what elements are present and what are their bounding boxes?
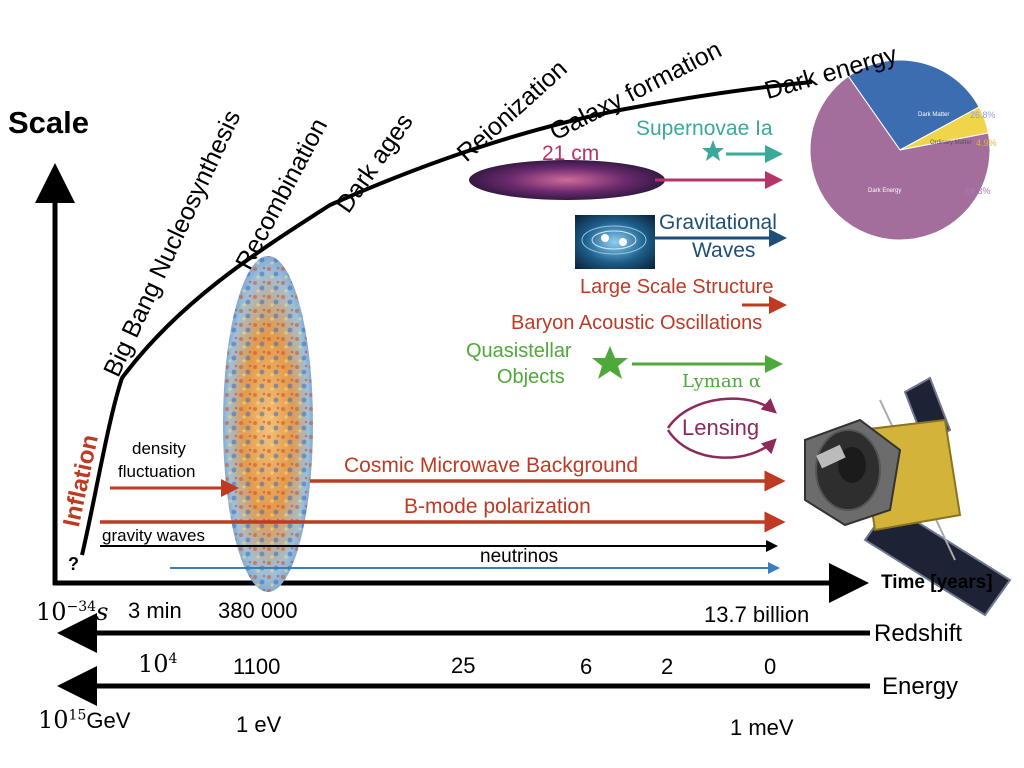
energy-tick-1ev: 1 eV (236, 712, 282, 737)
pie-value-dark-energy: 68.3% (965, 186, 991, 196)
label-neutrinos: neutrinos (480, 546, 559, 567)
label-gravitational-waves-1: Gravitational (659, 211, 777, 234)
pie-label-ordinary-matter: Ordinary Matter (930, 140, 972, 146)
label-lss: Large Scale Structure (580, 276, 774, 298)
label-supernovae: Supernovae Ia (636, 117, 773, 140)
supernovae-star-icon (702, 140, 724, 161)
energy-axis-label: Energy (882, 673, 959, 700)
pie-label-dark-energy: Dark Energy (868, 188, 902, 194)
pie-label-dark-matter: Dark Matter (918, 112, 950, 118)
satellite-image (804, 376, 1012, 617)
energy-budget-pie (809, 59, 991, 241)
label-bmode: B-mode polarization (404, 495, 591, 518)
redshift-tick-6: 6 (580, 654, 593, 679)
21cm-image (469, 160, 665, 200)
time-tick-13-7-billion: 13.7 billion (704, 602, 810, 627)
black-hole-icon (601, 234, 609, 242)
label-gravitational-waves-2: Waves (692, 239, 756, 262)
black-hole-icon (619, 238, 627, 246)
lensing-arc-top (666, 397, 777, 429)
label-density-2: fluctuation (118, 462, 196, 481)
label-21cm: 21 cm (542, 142, 600, 165)
cmb-map-texture (223, 256, 313, 592)
redshift-tick-0: 0 (764, 654, 777, 679)
label-cmb: Cosmic Microwave Background (344, 454, 639, 477)
time-tick-3min: 3 min (128, 598, 182, 623)
label-density-1: density (132, 439, 186, 458)
energy-tick-gev: 1015GeV (38, 706, 131, 734)
pie-slice-dark-energy (809, 75, 991, 241)
redshift-tick-2: 2 (661, 654, 674, 679)
label-lensing: Lensing (682, 415, 760, 440)
label-lyman-alpha: Lyman α (682, 371, 762, 392)
label-qso-2: Objects (497, 366, 565, 388)
origin-question-mark: ? (68, 554, 79, 574)
pie-value-dark-matter: 26.8% (970, 110, 996, 120)
quasar-star-icon (592, 346, 628, 379)
gravitational-waves-image (575, 215, 655, 269)
label-qso-1: Quasistellar (466, 340, 572, 362)
time-axis-label: Time [years] (881, 572, 993, 593)
redshift-axis-label: Redshift (874, 620, 963, 647)
redshift-tick-1100: 1100 (233, 654, 281, 679)
redshift-tick-25: 25 (451, 653, 476, 678)
label-bao: Baryon Acoustic Oscillations (511, 312, 763, 334)
lensing-arc-bottom (666, 429, 777, 459)
label-gravity-waves: gravity waves (102, 526, 205, 545)
energy-tick-1mev: 1 meV (730, 715, 794, 740)
pie-slice-dark-matter (847, 59, 980, 151)
redshift-tick-10e4: 104 (138, 650, 178, 678)
time-tick-380000: 380 000 (218, 598, 298, 623)
scale-axis-label: Scale (8, 105, 90, 140)
expansion-curve (80, 80, 813, 556)
pie-value-ordinary-matter: 4.9% (976, 138, 997, 148)
time-tick-planck: 10−34s (36, 598, 109, 626)
